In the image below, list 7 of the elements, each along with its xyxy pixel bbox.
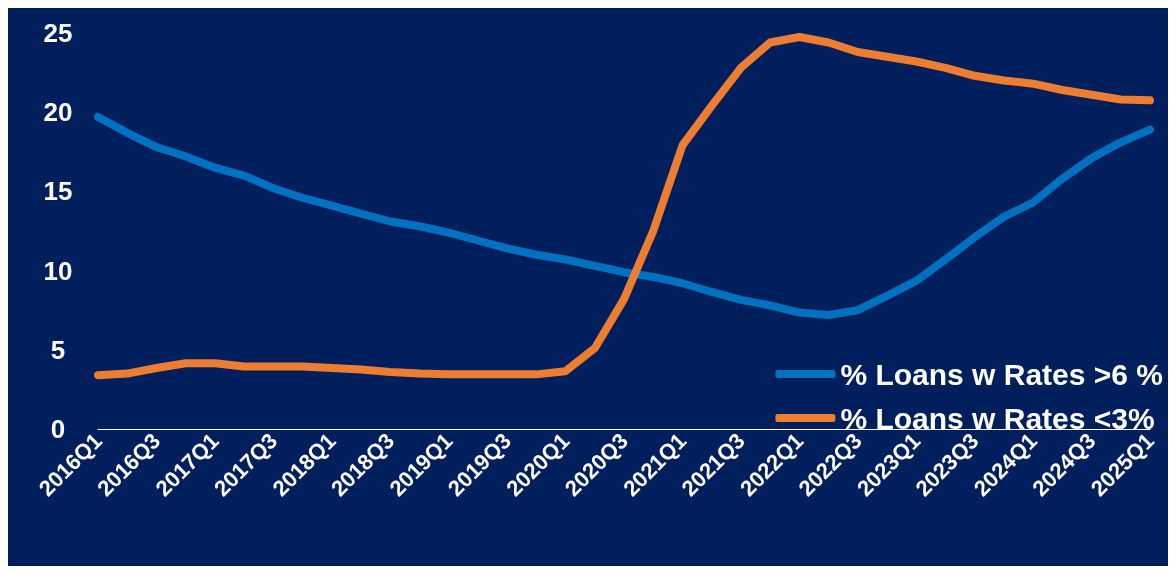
y-tick-label: 15 [43,176,73,207]
y-tick-label: 10 [43,255,73,286]
legend-label: % Loans w Rates <3% [840,401,1155,435]
y-tick-label: 20 [43,97,73,128]
y-tick-label: 25 [43,18,73,48]
y-tick-label: 5 [50,334,66,365]
legend-label: % Loans w Rates >6 % [840,357,1164,391]
